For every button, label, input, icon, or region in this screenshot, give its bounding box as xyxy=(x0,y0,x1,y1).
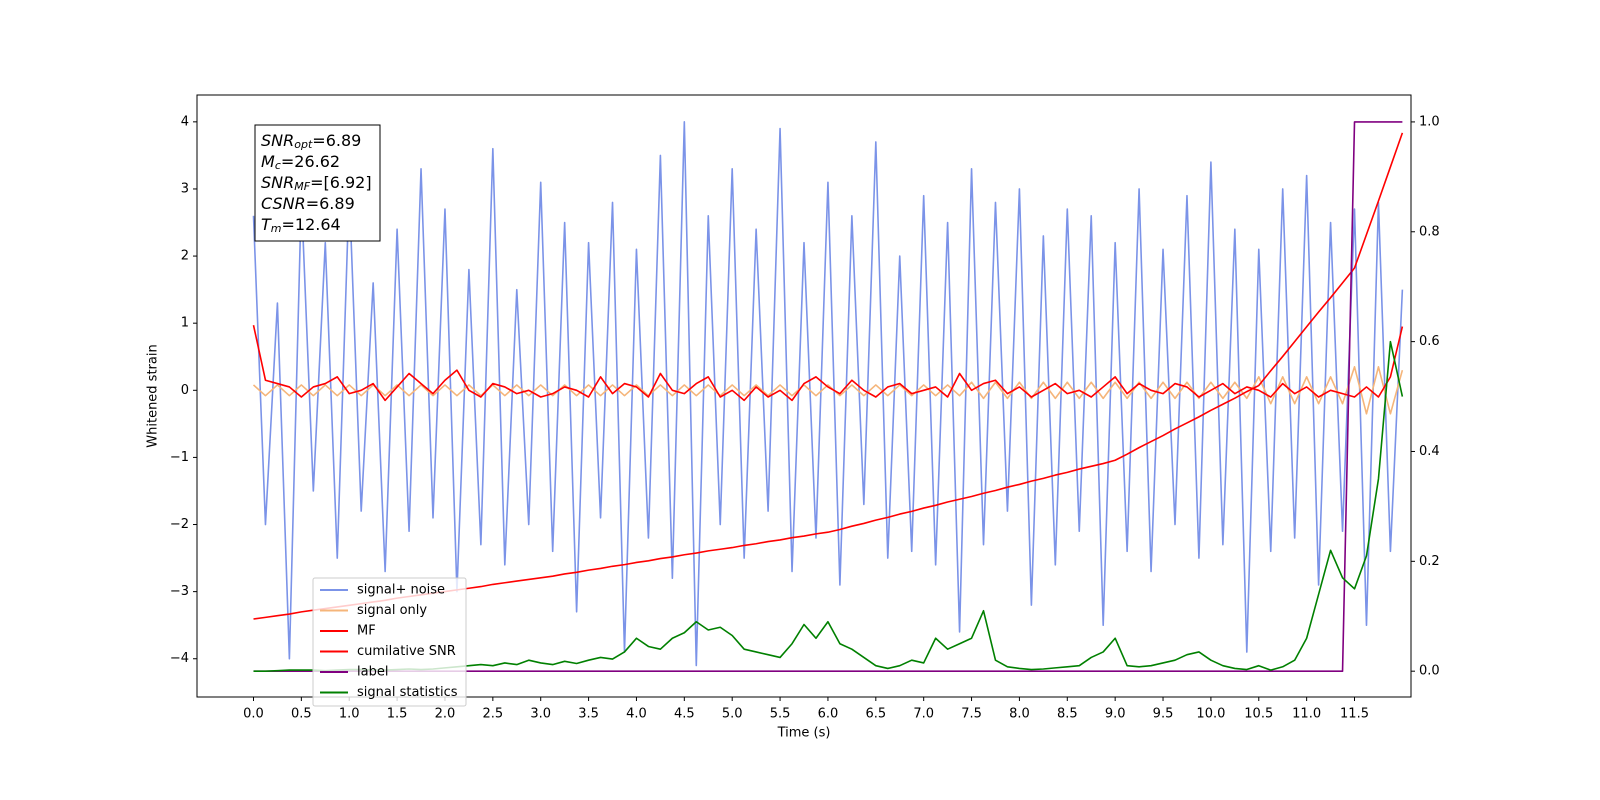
y-tick-label: −3 xyxy=(170,584,189,599)
annotation-line: Tm=12.64 xyxy=(261,215,341,236)
x-tick-label: 9.5 xyxy=(1153,707,1174,722)
y-tick-label: 3 xyxy=(181,181,189,196)
x-tick-label: 10.5 xyxy=(1244,707,1273,722)
x-axis-label: Time (s) xyxy=(777,726,831,741)
x-tick-label: 6.0 xyxy=(818,707,839,722)
x-tick-label: 3.0 xyxy=(530,707,551,722)
y2-tick-label: 0.0 xyxy=(1419,664,1440,679)
y2-tick-label: 0.6 xyxy=(1419,334,1440,349)
annotation-box: SNRopt=6.89Mc=26.62SNRMF=[6.92]CSNR=6.89… xyxy=(254,124,381,242)
x-tick-label: 9.0 xyxy=(1105,707,1126,722)
y2-tick-label: 0.8 xyxy=(1419,224,1440,239)
legend-label: cumilative SNR xyxy=(357,644,456,659)
legend-frame xyxy=(312,577,467,707)
annotation-sub: c xyxy=(275,159,281,172)
legend-label: signal statistics xyxy=(357,685,458,700)
legend-label: label xyxy=(357,665,388,680)
annotation-line: CSNR=6.89 xyxy=(261,194,355,213)
annotation-name: M xyxy=(261,152,275,171)
y-tick-label: −4 xyxy=(170,651,189,666)
annotation-sub: opt xyxy=(294,138,313,151)
x-tick-label: 5.5 xyxy=(770,707,791,722)
series-line xyxy=(252,366,1404,415)
annotation-name: SNR xyxy=(261,173,294,192)
annotation-value: =6.89 xyxy=(306,194,355,213)
y2-tick-label: 0.4 xyxy=(1419,444,1440,459)
x-tick-label: 0.5 xyxy=(291,707,312,722)
annotation-sub: MF xyxy=(294,180,310,193)
x-tick-label: 2.0 xyxy=(435,707,456,722)
annotation-line: SNRMF=[6.92] xyxy=(261,173,372,194)
x-tick-label: 7.5 xyxy=(961,707,982,722)
x-tick-label: 8.0 xyxy=(1009,707,1030,722)
series-line xyxy=(252,121,1404,667)
x-tick-label: 6.5 xyxy=(865,707,886,722)
x-tick-label: 11.0 xyxy=(1292,707,1321,722)
annotation-name: T xyxy=(261,215,272,234)
annotation-name: CSNR xyxy=(261,194,306,213)
x-tick-label: 4.5 xyxy=(674,707,695,722)
annotation-value: =26.62 xyxy=(281,152,340,171)
y-axis-label: Whitened strain xyxy=(146,344,161,447)
annotation-line: Mc=26.62 xyxy=(261,152,340,173)
legend-label: signal only xyxy=(357,603,427,618)
annotation-value: =6.89 xyxy=(312,131,361,150)
y-tick-label: 2 xyxy=(181,249,189,264)
annotation-sub: m xyxy=(271,222,282,235)
legend-label: signal+ noise xyxy=(357,583,445,598)
y-tick-label: −1 xyxy=(170,450,189,465)
plot-frame xyxy=(196,94,1412,698)
x-tick-label: 2.5 xyxy=(482,707,503,722)
series-line xyxy=(252,325,1404,402)
annotation-frame xyxy=(254,124,381,242)
legend: signal+ noise signal only MF cumilative SNR… xyxy=(312,577,467,707)
legend-label: MF xyxy=(357,624,376,639)
y2-tick-label: 0.2 xyxy=(1419,554,1440,569)
x-tick-label: 1.5 xyxy=(387,707,408,722)
annotation-value: =[6.92] xyxy=(310,173,372,192)
x-tick-label: 4.0 xyxy=(626,707,647,722)
x-tick-label: 0.0 xyxy=(243,707,264,722)
x-tick-label: 10.0 xyxy=(1196,707,1225,722)
x-tick-label: 7.0 xyxy=(913,707,934,722)
annotation-line: SNRopt=6.89 xyxy=(261,131,361,152)
annotation-name: SNR xyxy=(261,131,294,150)
y-tick-label: 4 xyxy=(181,114,189,129)
x-tick-label: 1.0 xyxy=(339,707,360,722)
x-tick-label: 3.5 xyxy=(578,707,599,722)
x-tick-label: 5.0 xyxy=(722,707,743,722)
y2-tick-label: 1.0 xyxy=(1419,114,1440,129)
y-tick-label: 1 xyxy=(181,316,189,331)
y-tick-label: 0 xyxy=(181,383,189,398)
x-tick-label: 11.5 xyxy=(1340,707,1369,722)
y-tick-label: −2 xyxy=(170,517,189,532)
annotation-value: =12.64 xyxy=(282,215,341,234)
x-tick-label: 8.5 xyxy=(1057,707,1078,722)
